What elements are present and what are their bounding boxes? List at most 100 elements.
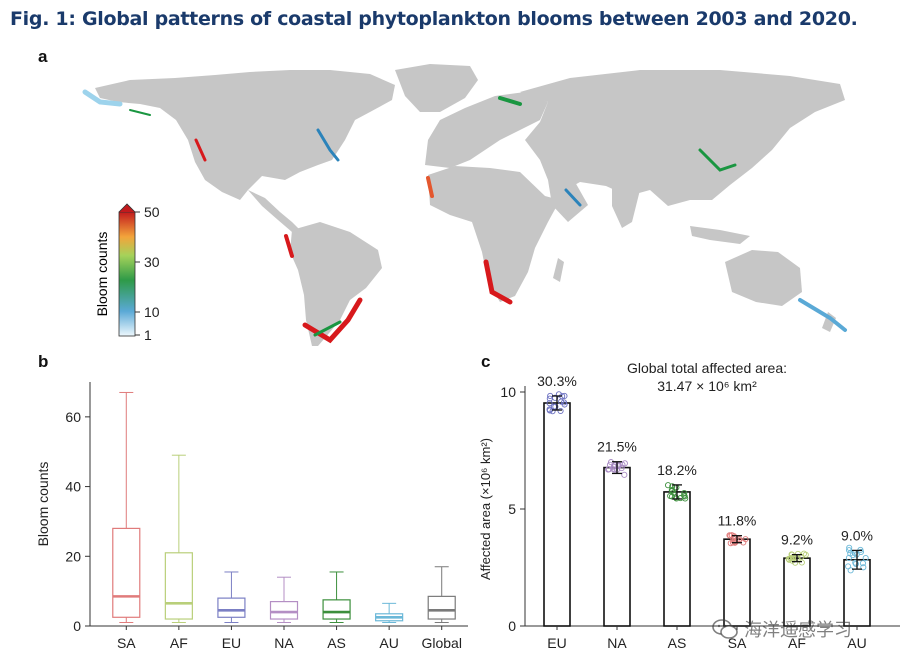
bar-data-point <box>860 564 867 571</box>
bar-as <box>663 482 691 627</box>
bar-value-label: 11.8% <box>718 513 757 529</box>
bar-data-point <box>673 495 680 502</box>
box-y-tick-label: 40 <box>65 479 81 495</box>
bar-data-point <box>787 554 795 562</box>
bar-data-point <box>849 552 856 559</box>
bar-data-point <box>615 461 622 468</box>
australia <box>725 250 802 306</box>
bar-data-point <box>845 547 853 554</box>
continents <box>95 64 845 346</box>
bar-rect <box>603 466 631 627</box>
south-america <box>290 222 382 346</box>
bar-y-tick-label: 5 <box>508 501 516 517</box>
bar-data-point <box>794 550 802 557</box>
arabia <box>548 180 588 222</box>
bar-data-point <box>787 555 794 562</box>
bar-data-point <box>546 407 553 414</box>
bar-data-point <box>681 489 688 497</box>
box-iqr <box>375 613 404 622</box>
bar-data-point <box>672 494 679 501</box>
bar-eu <box>543 391 571 627</box>
bar-data-point <box>552 394 559 401</box>
bloom-hotspots <box>82 89 847 344</box>
bar-rect <box>543 402 571 627</box>
bar-data-point <box>677 495 684 502</box>
bar-data-point <box>667 492 674 499</box>
bar-y-tick-label: 10 <box>500 384 516 400</box>
bar-data-point <box>845 554 852 562</box>
bar-data-point <box>847 550 854 557</box>
bar-data-point <box>560 399 568 406</box>
bar-data-point <box>736 536 743 543</box>
india <box>612 188 640 228</box>
bar-data-point <box>845 563 852 570</box>
colorbar-tick-10: 10 <box>144 304 160 320</box>
box-sa <box>112 391 141 624</box>
bar-data-point <box>729 539 737 546</box>
bar-data-point <box>731 534 738 541</box>
bar-data-point <box>798 559 805 566</box>
bar-data-point <box>669 483 676 490</box>
watermark: 海洋遥感学习 <box>712 616 852 642</box>
box-eu <box>217 571 246 624</box>
bar-data-point <box>557 407 564 415</box>
bar-data-point <box>785 555 792 562</box>
watermark-text: 海洋遥感学习 <box>744 620 852 641</box>
bar-data-point <box>730 535 737 542</box>
bar-data-point <box>558 398 565 405</box>
bar-data-point <box>735 537 743 544</box>
colorbar <box>118 211 136 337</box>
bar-data-point <box>561 401 568 408</box>
box-iqr <box>217 597 246 618</box>
bar-data-point <box>550 403 558 410</box>
bar-data-point <box>788 551 795 558</box>
box-x-tick-label: EU <box>222 635 241 651</box>
bar-data-point <box>547 392 554 400</box>
panel-label-b: b <box>38 352 49 371</box>
asia <box>520 70 845 206</box>
bar-data-point <box>613 466 620 473</box>
bar-value-label: 21.5% <box>597 439 637 455</box>
bar-data-point <box>561 392 568 399</box>
bar-sa <box>723 532 751 627</box>
bar-data-point <box>788 551 796 558</box>
box-af <box>164 454 193 624</box>
bar-data-point <box>681 492 688 499</box>
bar-x-tick-label: NA <box>607 635 627 651</box>
bar-data-point <box>546 395 553 402</box>
box-au <box>375 602 404 624</box>
bar-data-point <box>789 557 796 564</box>
box-iqr <box>164 552 193 620</box>
bar-data-point <box>546 406 553 413</box>
bar-data-point <box>606 461 614 468</box>
bar-value-label: 9.2% <box>781 532 813 548</box>
box-x-tick-label: Global <box>421 635 461 651</box>
bar-data-point <box>742 536 749 543</box>
bar-data-point <box>728 532 735 539</box>
bar-data-point <box>740 539 747 546</box>
bar-data-point <box>726 532 733 539</box>
bar-data-point <box>621 460 628 467</box>
bar-data-point <box>552 403 559 410</box>
box-y-tick-label: 60 <box>65 409 81 425</box>
bar-data-point <box>555 391 562 398</box>
panel-label-c: c <box>481 352 491 371</box>
bar-data-point <box>681 493 688 500</box>
bar-value-label: 9.0% <box>841 527 873 543</box>
bar-data-point <box>802 551 809 558</box>
box-y-tick-label: 0 <box>73 618 81 634</box>
bar-na <box>603 459 631 627</box>
bar-data-point <box>862 554 869 562</box>
bar-rect <box>663 491 691 627</box>
box-y-tick-label: 20 <box>65 548 81 564</box>
bar-data-point <box>727 540 734 547</box>
box-iqr <box>269 600 299 620</box>
figure-title: Fig. 1: Global patterns of coastal phyto… <box>10 8 858 30</box>
bar-data-point <box>607 459 615 466</box>
bar-data-point <box>619 461 626 468</box>
bar-data-point <box>852 560 859 567</box>
box-iqr <box>112 527 141 618</box>
wechat-icon <box>712 619 738 639</box>
bar-data-point <box>859 560 866 567</box>
bar-data-point <box>792 559 799 566</box>
